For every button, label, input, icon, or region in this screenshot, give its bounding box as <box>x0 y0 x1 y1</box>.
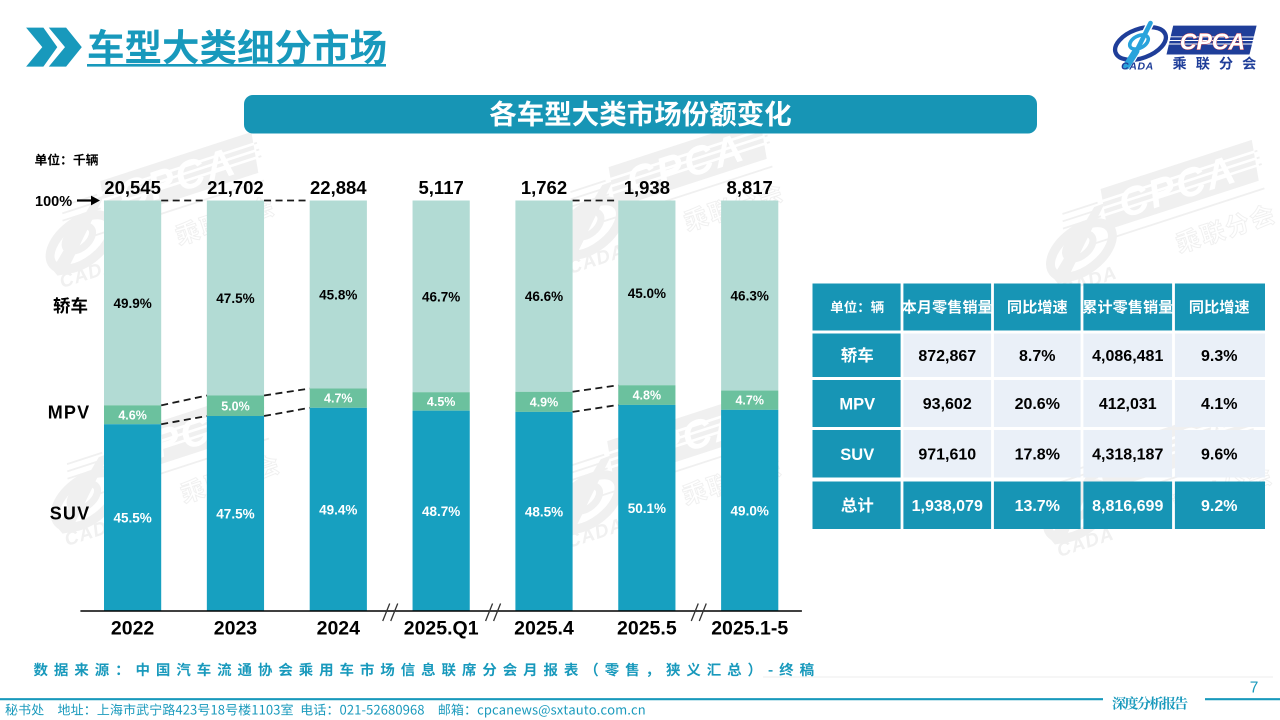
svg-text:7: 7 <box>1250 680 1259 697</box>
svg-text:22,884: 22,884 <box>310 177 367 198</box>
svg-text:4,086,481: 4,086,481 <box>1092 348 1163 365</box>
svg-text:MPV: MPV <box>48 403 91 423</box>
svg-text:100%: 100% <box>35 194 72 210</box>
svg-text:47.5%: 47.5% <box>216 507 254 522</box>
svg-text:47.5%: 47.5% <box>216 291 254 306</box>
svg-text:412,031: 412,031 <box>1099 396 1157 413</box>
svg-text:5,117: 5,117 <box>419 177 464 198</box>
svg-text:2025.5: 2025.5 <box>617 618 677 640</box>
svg-text:49.0%: 49.0% <box>731 503 769 518</box>
svg-text:45.5%: 45.5% <box>113 511 151 526</box>
svg-text:48.7%: 48.7% <box>422 504 460 519</box>
svg-text:4.9%: 4.9% <box>530 395 559 409</box>
svg-text:50.1%: 50.1% <box>628 501 666 516</box>
svg-text:9.6%: 9.6% <box>1201 446 1237 463</box>
svg-text:MPV: MPV <box>839 396 875 414</box>
svg-text:17.8%: 17.8% <box>1015 446 1060 463</box>
svg-text:SUV: SUV <box>840 446 874 464</box>
svg-text:45.8%: 45.8% <box>319 288 357 303</box>
svg-text:1,938: 1,938 <box>624 177 670 198</box>
svg-text:49.9%: 49.9% <box>113 296 151 311</box>
svg-text:9.3%: 9.3% <box>1201 348 1237 365</box>
svg-text:46.7%: 46.7% <box>422 289 460 304</box>
svg-text:2023: 2023 <box>214 618 258 640</box>
svg-text:CADA: CADA <box>1121 61 1154 73</box>
svg-text:4,318,187: 4,318,187 <box>1092 446 1163 463</box>
svg-text:1,762: 1,762 <box>521 177 567 198</box>
svg-text:8.7%: 8.7% <box>1019 348 1055 365</box>
svg-text:4.6%: 4.6% <box>118 408 147 422</box>
svg-text:20.6%: 20.6% <box>1015 396 1060 413</box>
svg-text:4.8%: 4.8% <box>633 389 662 403</box>
svg-text:46.6%: 46.6% <box>525 289 563 304</box>
svg-text:49.4%: 49.4% <box>319 502 357 517</box>
svg-text:8,816,699: 8,816,699 <box>1092 498 1163 515</box>
svg-text:9.2%: 9.2% <box>1201 498 1237 515</box>
svg-text:SUV: SUV <box>50 504 91 524</box>
svg-text:4.7%: 4.7% <box>735 394 764 408</box>
svg-text:1,938,079: 1,938,079 <box>912 498 983 515</box>
svg-text:45.0%: 45.0% <box>628 286 666 301</box>
svg-text:5.0%: 5.0% <box>221 399 250 413</box>
svg-text:2025.1-5: 2025.1-5 <box>711 618 788 640</box>
svg-text:4.1%: 4.1% <box>1201 396 1237 413</box>
svg-text:872,867: 872,867 <box>918 348 976 365</box>
svg-text:8,817: 8,817 <box>727 177 773 198</box>
svg-text:2022: 2022 <box>111 618 155 640</box>
svg-text:971,610: 971,610 <box>918 446 976 463</box>
svg-text:48.5%: 48.5% <box>525 504 563 519</box>
svg-text:2024: 2024 <box>317 618 361 640</box>
svg-text:2025.4: 2025.4 <box>514 618 574 640</box>
svg-text:46.3%: 46.3% <box>731 289 769 304</box>
svg-text:4.7%: 4.7% <box>324 392 353 406</box>
svg-text:13.7%: 13.7% <box>1015 498 1060 515</box>
svg-text:21,702: 21,702 <box>207 177 264 198</box>
svg-text:93,602: 93,602 <box>923 396 972 413</box>
svg-text:20,545: 20,545 <box>104 177 161 198</box>
svg-text:CPCA: CPCA <box>1180 29 1245 55</box>
svg-text:4.5%: 4.5% <box>427 395 456 409</box>
svg-text:2025.Q1: 2025.Q1 <box>404 618 479 640</box>
